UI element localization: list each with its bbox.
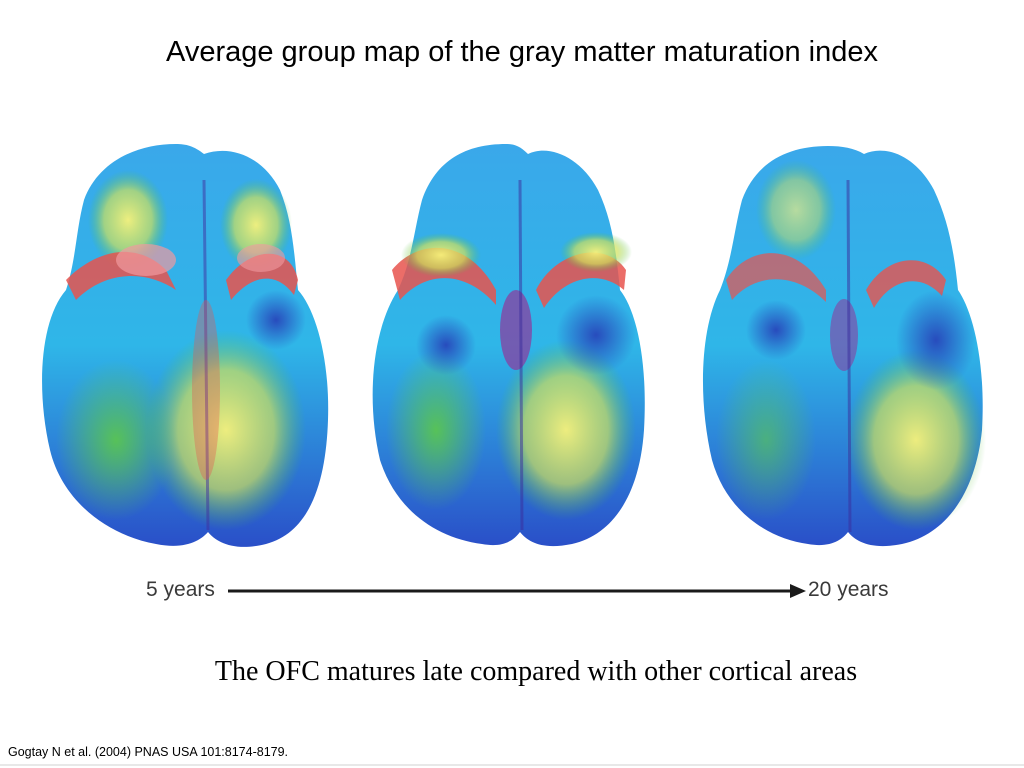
brain-map-early [42, 144, 329, 547]
footer-divider [0, 764, 1024, 766]
brain-maps [42, 144, 986, 547]
age-timeline-arrow [228, 584, 806, 598]
end-age-label: 20 years [808, 578, 889, 601]
brain-map-middle [372, 144, 645, 547]
brain-maturation-figure [36, 140, 988, 610]
slide-title: Average group map of the gray matter mat… [166, 36, 878, 68]
arrow-head-icon [790, 584, 806, 598]
slide-caption: The OFC matures late compared with other… [214, 656, 858, 687]
citation: Gogtay N et al. (2004) PNAS USA 101:8174… [8, 745, 289, 759]
brain-map-late [702, 146, 986, 547]
start-age-label: 5 years [146, 578, 215, 601]
